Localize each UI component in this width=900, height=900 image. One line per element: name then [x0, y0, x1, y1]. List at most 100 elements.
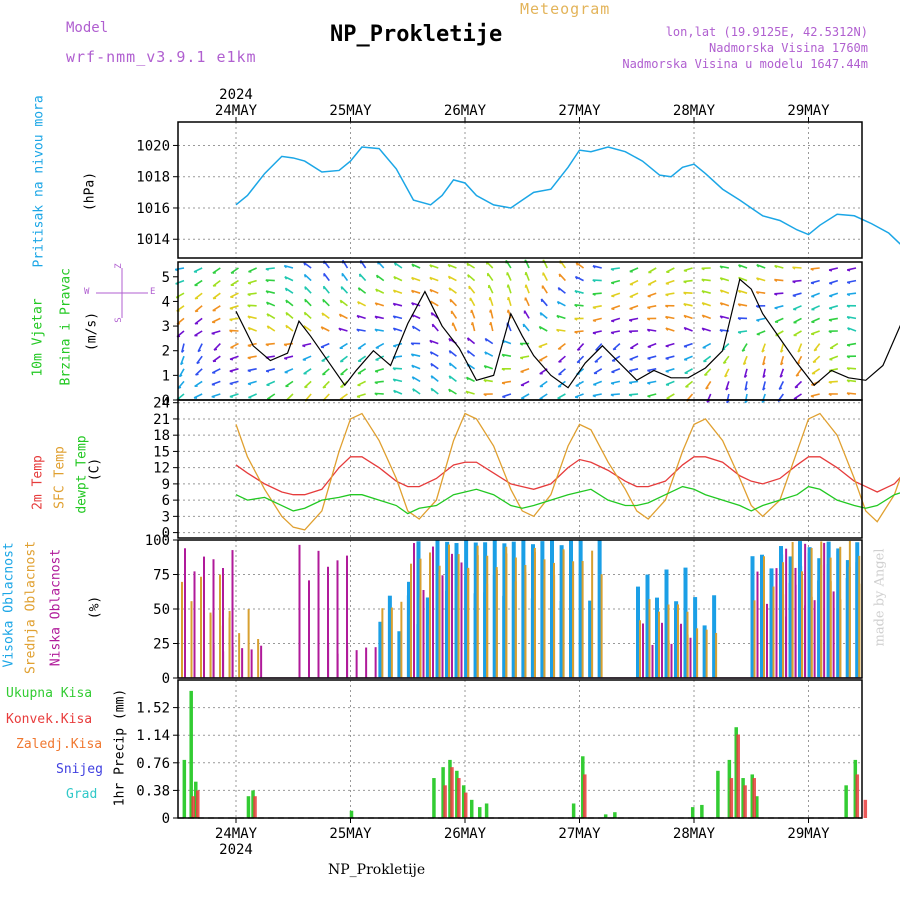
wind-vector: [501, 380, 512, 384]
wind-vector: [774, 292, 784, 295]
wind-vector: [320, 342, 330, 348]
wind-vector-head: [726, 400, 730, 404]
wind-vector-head: [374, 381, 378, 385]
cloud-bar: [543, 559, 546, 678]
cloud-bar: [483, 592, 488, 678]
wind-vector: [683, 303, 693, 307]
wind-vector: [780, 343, 785, 353]
wind-vector: [810, 292, 820, 298]
wind-vector: [647, 328, 657, 332]
cloud-bar: [600, 574, 603, 678]
cloud-bar: [648, 599, 651, 678]
wind-vector-head: [592, 332, 597, 335]
wind-vector: [828, 368, 838, 372]
wind-vector-head: [683, 280, 687, 284]
cloud-bar: [346, 555, 348, 678]
wind-vector-head: [392, 289, 396, 294]
wind-vector: [792, 305, 802, 311]
wind-vector-head: [465, 376, 469, 381]
cloud-bar: [467, 567, 470, 678]
wind-vector-head: [410, 290, 415, 294]
wind-vector-head: [574, 276, 578, 280]
cloud-bar: [438, 565, 441, 678]
wind-vector: [542, 259, 548, 269]
wind-vector: [738, 264, 748, 269]
cloud-bar: [257, 639, 260, 678]
cloud-bar: [705, 629, 708, 678]
wind-vector-head: [488, 297, 491, 301]
temp-tick-label: 24: [153, 396, 170, 412]
wind-vector-head: [575, 262, 579, 266]
wind-vector-head: [556, 301, 560, 305]
wind-vector-head: [410, 353, 414, 357]
wind-vector: [556, 328, 566, 332]
lonlat-label: lon,lat (19.9125E, 42.5312N): [665, 25, 868, 39]
wind-vector-head: [393, 276, 397, 280]
wind-vector: [357, 355, 367, 362]
wind-vector: [702, 342, 712, 349]
cloud-bar: [346, 645, 349, 678]
wind-vector: [284, 368, 294, 374]
precip-bar: [690, 807, 695, 818]
wind-vector: [810, 330, 820, 335]
wind-vector: [507, 296, 512, 307]
wind-vector-head: [610, 382, 615, 385]
wind-vector-head: [229, 358, 234, 361]
wind-vector: [431, 323, 439, 332]
cloud-bar: [209, 614, 212, 678]
wind-vector-head: [429, 351, 433, 355]
wind-vector-head: [356, 395, 361, 399]
wind-vector: [629, 355, 639, 361]
wind-vector: [429, 264, 439, 269]
precip-legend-frozen: Zaledj.Kisa: [16, 737, 103, 752]
wind-vector: [701, 302, 711, 307]
precip-bar: [863, 799, 868, 818]
wind-vector: [796, 355, 803, 365]
cloud-bar: [212, 644, 215, 678]
temp-series-line: [235, 485, 900, 515]
wind-vector-head: [574, 318, 578, 321]
wind-vector: [213, 343, 221, 351]
wind-vector: [524, 297, 530, 307]
wind-vector-head: [810, 395, 815, 398]
wind-vector-head: [411, 302, 415, 306]
wind-vector: [847, 267, 857, 271]
cloud-bar: [422, 590, 425, 678]
wind-vector-head: [593, 383, 597, 386]
wind-vector: [374, 392, 384, 395]
wind-vector-head: [683, 327, 687, 331]
precip-bar: [743, 785, 747, 818]
cloud-bar: [785, 548, 788, 678]
wind-vector: [726, 393, 730, 403]
cloud-bar: [756, 571, 759, 678]
wind-vector-head: [846, 316, 850, 320]
wind-vector-head: [705, 386, 709, 390]
wind-vector: [792, 266, 802, 269]
pressure-frame: [177, 121, 863, 259]
wind-vector-head: [665, 293, 669, 297]
wind-vector-head: [284, 276, 288, 280]
cloud-bar: [247, 609, 250, 678]
cloud-bar: [674, 601, 679, 678]
temp-tick-label: 15: [153, 444, 170, 460]
wind-vector: [719, 265, 730, 269]
cloud-bar: [760, 554, 764, 678]
wind-vector-head: [283, 343, 288, 347]
wind-vector-head: [506, 296, 510, 301]
wind-vector: [357, 368, 367, 375]
cloud-bar: [387, 595, 392, 678]
precip-bar: [443, 785, 447, 818]
precip-bar: [457, 778, 461, 818]
wind-vector: [520, 368, 530, 373]
wind-vector-head: [701, 290, 705, 294]
cloud-bar: [750, 556, 755, 678]
wind-vector: [411, 313, 421, 320]
wind-vector-head: [701, 267, 705, 271]
wind-vector: [611, 305, 621, 310]
cloud-bar: [639, 620, 641, 678]
wind-vector-head: [501, 368, 505, 371]
wind-vector-head: [506, 309, 509, 313]
wind-vector: [522, 323, 530, 332]
wind-vector: [540, 298, 548, 307]
precip-bar: [477, 807, 482, 818]
